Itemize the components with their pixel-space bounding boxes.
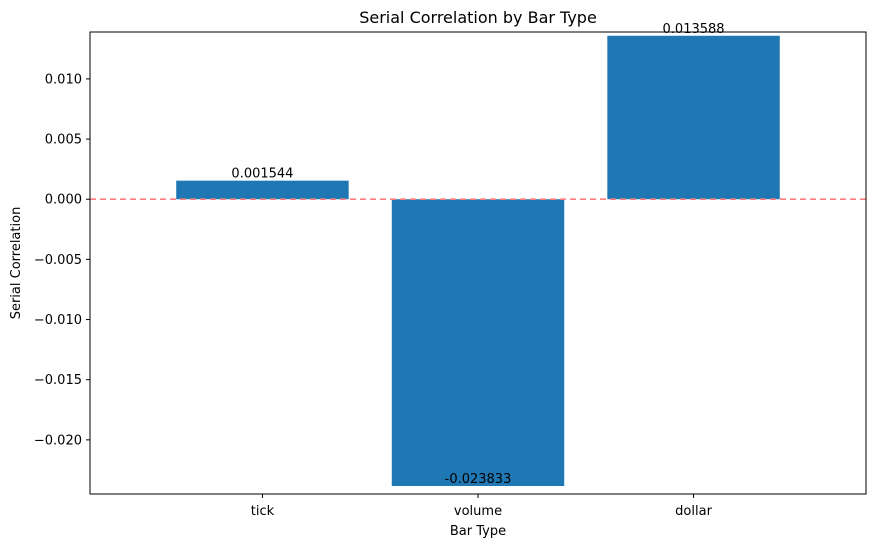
data-labels-group: 0.001544 -0.023833 0.013588 <box>231 22 724 487</box>
y-tick-label: −0.020 <box>34 433 82 448</box>
y-tick-label: 0.010 <box>45 72 82 87</box>
bars-group <box>176 35 780 486</box>
x-tick-label-tick: tick <box>251 504 275 519</box>
bar-tick <box>176 180 349 200</box>
x-tick-label-volume: volume <box>454 504 502 519</box>
y-axis-ticks: 0.010 0.005 0.000 −0.005 −0.010 −0.015 −0.020 <box>34 72 90 448</box>
chart-title: Serial Correlation by Bar Type <box>359 8 597 27</box>
data-label-tick: 0.001544 <box>231 167 293 182</box>
y-tick-label: −0.005 <box>34 253 82 268</box>
bar-dollar <box>607 35 780 200</box>
data-label-volume: -0.023833 <box>445 472 512 487</box>
y-tick-label: −0.015 <box>34 373 82 388</box>
x-axis-label: Bar Type <box>450 524 506 539</box>
x-axis-ticks: tick volume dollar <box>251 494 713 519</box>
data-label-dollar: 0.013588 <box>663 22 725 37</box>
y-tick-label: 0.005 <box>45 133 82 148</box>
y-tick-label: −0.010 <box>34 313 82 328</box>
bar-volume <box>391 199 565 486</box>
y-tick-label: 0.000 <box>45 193 82 208</box>
x-tick-label-dollar: dollar <box>675 504 712 519</box>
y-axis-label: Serial Correlation <box>9 207 24 320</box>
